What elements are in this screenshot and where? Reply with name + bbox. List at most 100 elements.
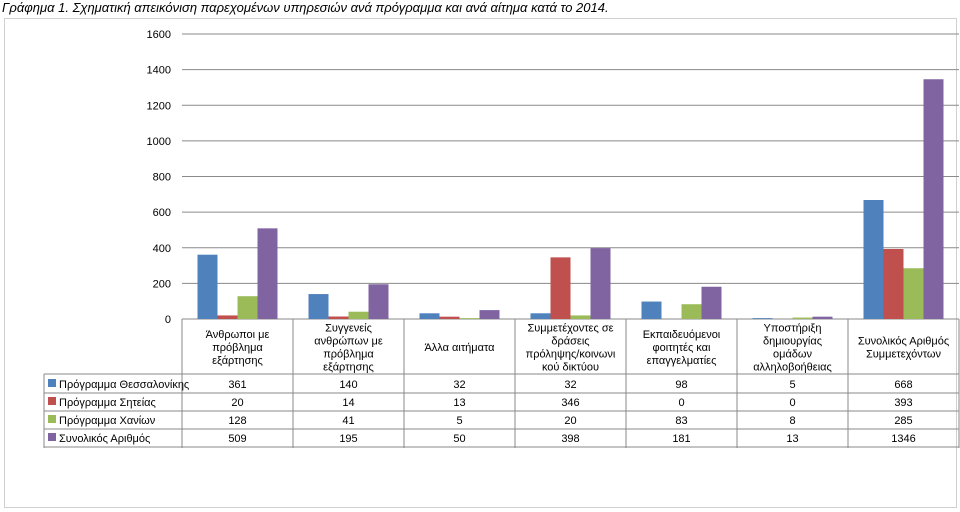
- table-cell-value: 398: [561, 433, 579, 445]
- bar: [197, 254, 218, 319]
- bar: [590, 248, 611, 319]
- table-cell-value: 509: [228, 433, 246, 445]
- category-label-line: ανθρώπων με: [314, 336, 383, 348]
- bar: [459, 318, 480, 319]
- category-label: Υποστήριξηδημιουργίαςομάδωναλληλοβοήθεια…: [753, 323, 832, 374]
- category-label: Άλλα αιτήματα: [424, 342, 495, 354]
- table-cell-value: 1346: [891, 433, 915, 445]
- y-tick-label: 600: [153, 207, 171, 219]
- category-label-line: Άλλα αιτήματα: [424, 342, 495, 354]
- bar: [257, 228, 278, 319]
- category-label-line: δημιουργίας: [763, 336, 822, 348]
- bar: [439, 316, 460, 319]
- table-cell-value: 98: [675, 379, 687, 391]
- legend-series-name: Πρόγραμμα Σητείας: [59, 397, 156, 409]
- bar: [752, 318, 773, 319]
- category-label-line: πρόληψης/κοινωνι: [526, 349, 616, 361]
- y-tick-label: 1600: [147, 29, 171, 41]
- bar: [792, 317, 813, 319]
- table-cell-value: 393: [894, 397, 912, 409]
- figure-caption: Γράφημα 1. Σχηματική απεικόνιση παρεχομέ…: [2, 0, 609, 15]
- table-cell-value: 32: [453, 379, 465, 391]
- table-cell-value: 5: [456, 415, 462, 427]
- category-label-line: εξάρτησης: [323, 362, 374, 374]
- category-label-line: εξάρτησης: [212, 355, 263, 367]
- category-label-line: Υποστήριξη: [764, 323, 822, 335]
- bar: [368, 284, 389, 319]
- table-cell-value: 13: [453, 397, 465, 409]
- bar: [479, 310, 500, 319]
- bar: [550, 257, 571, 319]
- bar: [883, 248, 904, 319]
- table-row: Πρόγραμμα Χανίων 128 41 5 20 83 8 285: [48, 415, 913, 427]
- bar: [903, 268, 924, 319]
- bar: [812, 316, 833, 319]
- category-label-line: φοιτητές και: [653, 342, 711, 354]
- bar: [681, 304, 702, 319]
- y-tick-label: 0: [165, 314, 171, 326]
- legend-swatch: [48, 415, 56, 423]
- category-labels: Άνθρωποι μεπρόβλημαεξάρτησηςΣυγγενείςανθ…: [206, 323, 950, 374]
- table-cell-value: 13: [786, 433, 798, 445]
- chart-frame: [4, 18, 957, 508]
- table-cell-value: 0: [789, 397, 795, 409]
- bar: [701, 286, 722, 319]
- category-label-line: Συμμετεχόντων: [866, 349, 942, 361]
- legend-series-name: Συνολικός Αριθμός: [59, 433, 150, 445]
- bars: [197, 79, 944, 320]
- table-cell-value: 195: [339, 433, 357, 445]
- bar: [308, 294, 329, 319]
- category-label-line: πρόβλημα: [212, 342, 263, 354]
- data-table: Πρόγραμμα Θεσσαλονίκης 361 140 32 32 98 5 668Πρ…: [43, 373, 959, 448]
- category-label-line: ομάδων: [773, 349, 813, 361]
- y-tick-label: 800: [153, 172, 171, 184]
- category-label-line: Συγγενείς: [325, 323, 372, 335]
- y-tick-label: 400: [153, 243, 171, 255]
- table-row: Συνολικός Αριθμός 509 195 50 398 181 13 1346: [48, 433, 916, 445]
- y-tick-label: 1200: [147, 100, 171, 112]
- category-label: Συμμετέχοντες σεδράσειςπρόληψης/κοινωνικ…: [526, 323, 616, 374]
- legend-swatch: [48, 433, 56, 441]
- bar: [419, 313, 440, 319]
- bar: [530, 313, 551, 319]
- category-label-line: Εκπαιδευόμενοι: [643, 329, 721, 341]
- category-label-line: κού δικτύου: [542, 362, 599, 374]
- table-cell-value: 0: [678, 397, 684, 409]
- table-cell-value: 20: [231, 397, 243, 409]
- category-label-line: Συμμετέχοντες σε: [527, 323, 613, 335]
- table-cell-value: 285: [894, 415, 912, 427]
- table-row: Πρόγραμμα Σητείας 20 14 13 346 0 0 393: [48, 397, 913, 409]
- table-cell-value: 140: [339, 379, 357, 391]
- category-label-line: Άνθρωποι με: [206, 329, 270, 341]
- table-row: Πρόγραμμα Θεσσαλονίκης 361 140 32 32 98 5 668: [48, 379, 913, 391]
- table-cell-value: 8: [789, 415, 795, 427]
- y-tick-label: 200: [153, 278, 171, 290]
- table-cell-value: 83: [675, 415, 687, 427]
- y-axis-ticks: 0 200 400 600 800 1000 1200 1400 1600: [147, 29, 171, 326]
- legend-swatch: [48, 379, 56, 387]
- legend-swatch: [48, 397, 56, 405]
- table-cell-value: 668: [894, 379, 912, 391]
- table-cell-value: 128: [228, 415, 246, 427]
- category-label-line: Συνολικός Αριθμός: [858, 336, 949, 348]
- table-cell-value: 50: [453, 433, 465, 445]
- bar: [217, 315, 238, 319]
- bar: [328, 316, 349, 319]
- table-cell-value: 14: [342, 397, 354, 409]
- bar: [923, 79, 944, 320]
- y-tick-label: 1000: [147, 136, 171, 148]
- bar: [237, 296, 258, 319]
- category-label-line: αλληλοβοήθειας: [753, 362, 832, 374]
- table-cell-value: 41: [342, 415, 354, 427]
- table-cell-value: 346: [561, 397, 579, 409]
- table-cell-value: 361: [228, 379, 246, 391]
- table-cell-value: 5: [789, 379, 795, 391]
- table-cell-value: 181: [672, 433, 690, 445]
- table-cell-value: 32: [564, 379, 576, 391]
- category-label-line: πρόβλημα: [323, 349, 374, 361]
